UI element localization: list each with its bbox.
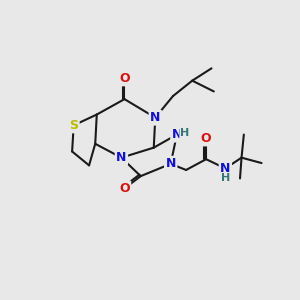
Text: N: N: [150, 111, 160, 124]
Text: H: H: [180, 128, 189, 138]
Text: N: N: [220, 162, 230, 175]
Text: N: N: [172, 128, 182, 141]
Text: N: N: [116, 151, 127, 164]
Text: O: O: [119, 72, 130, 85]
Text: O: O: [119, 182, 130, 195]
Text: N: N: [166, 157, 176, 170]
Text: H: H: [221, 173, 230, 184]
Text: S: S: [69, 119, 78, 132]
Text: O: O: [201, 132, 212, 145]
